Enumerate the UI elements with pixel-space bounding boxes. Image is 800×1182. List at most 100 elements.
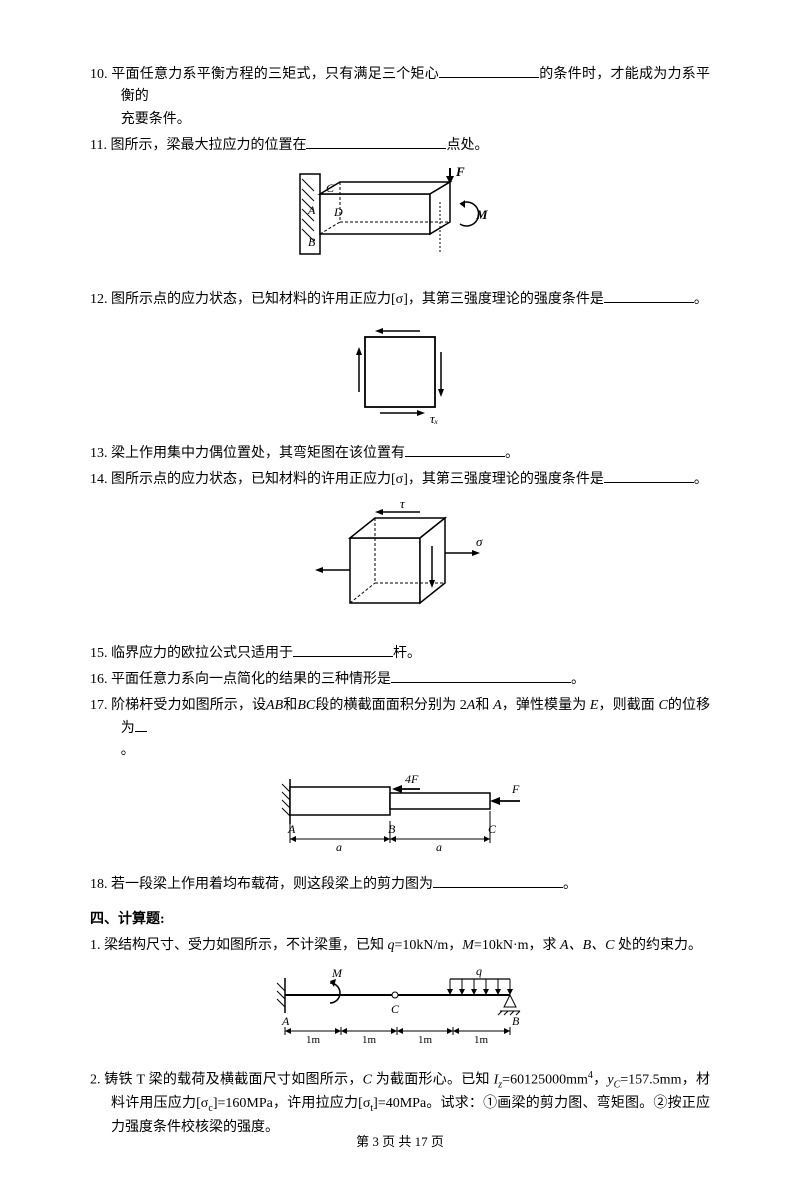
q17-AB: AB: [266, 698, 283, 713]
svg-text:τₓ: τₓ: [430, 411, 439, 426]
question-11: 11. 图所示，梁最大拉应力的位置在 点处。: [90, 134, 710, 157]
q17-text-6: ，则截面: [598, 698, 654, 713]
svg-text:F: F: [455, 164, 465, 179]
svg-text:C: C: [391, 1002, 400, 1016]
svg-text:D: D: [333, 205, 343, 219]
figure-17: 4F F A B C a a: [90, 769, 710, 867]
q16-blank-1: [391, 668, 571, 683]
p1-mval: =10kN·m，求: [474, 938, 560, 953]
svg-text:F: F: [511, 782, 520, 796]
q10-number: 10.: [90, 67, 108, 82]
p1-text-1: 梁结构尺寸、受力如图所示，不计梁重，已知: [104, 938, 388, 953]
p1-number: 1.: [90, 938, 101, 953]
question-14: 14. 图所示点的应力状态，已知材料的许用正应力[σ]，其第三强度理论的强度条件…: [90, 468, 710, 491]
p2-text-1: 铸铁 T 梁的载荷及横截面尺寸如图所示，: [104, 1072, 362, 1087]
p1-qval: =10kN/m，: [395, 938, 463, 953]
q12-text-1: 图所示点的应力状态，已知材料的许用正应力[σ]，其第三强度理论的强度条件是: [111, 292, 604, 307]
p2-number: 2.: [90, 1072, 101, 1087]
svg-text:B: B: [308, 235, 316, 249]
svg-text:A: A: [281, 1014, 290, 1028]
q15-blank-1: [293, 642, 393, 657]
svg-text:a: a: [336, 840, 342, 854]
q13-number: 13.: [90, 446, 108, 461]
q11-text-1: 图所示，梁最大拉应力的位置在: [110, 138, 306, 153]
q11-text-2: 点处。: [446, 138, 488, 153]
svg-text:B: B: [512, 1014, 520, 1028]
q18-text-1: 若一段梁上作用着均布载荷，则这段梁上的剪力图为: [111, 877, 433, 892]
q16-text-2: 。: [571, 672, 585, 687]
q13-text-2: 。: [505, 446, 519, 461]
question-13: 13. 梁上作用集中力偶位置处，其弯矩图在该位置有 。: [90, 442, 710, 465]
q11-blank-1: [306, 134, 446, 149]
q15-text-1: 临界应力的欧拉公式只适用于: [111, 646, 293, 661]
page-footer: 第 3 页 共 17 页: [0, 1132, 800, 1153]
question-15: 15. 临界应力的欧拉公式只适用于 杆。: [90, 642, 710, 665]
p2-C: C: [363, 1072, 372, 1087]
q12-text-2: 。: [694, 292, 708, 307]
p1-q: q: [388, 938, 395, 953]
q16-text-1: 平面任意力系向一点简化的结果的三种情形是: [111, 672, 391, 687]
figure-11: C D A B F M: [90, 164, 710, 282]
question-17: 17. 阶梯杆受力如图所示，设AB和BC段的横截面面积分别为 2A和 A，弹性模…: [90, 695, 710, 763]
q10-text-3: 充要条件。: [121, 112, 191, 127]
question-10: 10. 平面任意力系平衡方程的三矩式，只有满足三个矩心的条件时，才能成为力系平衡…: [90, 63, 710, 131]
figure-p1: M q A C B 1m 1m: [90, 963, 710, 1061]
q14-text-2: 。: [694, 472, 708, 487]
p1-ABC: A、B、C: [560, 938, 614, 953]
svg-text:τ: τ: [400, 498, 406, 511]
svg-text:a: a: [436, 840, 442, 854]
svg-text:4F: 4F: [405, 772, 419, 786]
svg-text:M: M: [331, 966, 343, 980]
figure-14: τ σ: [90, 498, 710, 636]
svg-text:1m: 1m: [306, 1034, 321, 1046]
q17-text-1: 阶梯杆受力如图所示，设: [111, 698, 266, 713]
problem-1: 1. 梁结构尺寸、受力如图所示，不计梁重，已知 q=10kN/m，M=10kN·…: [90, 935, 710, 957]
svg-text:C: C: [326, 181, 335, 195]
q17-blank-1: [135, 717, 147, 732]
p1-text-2: 处的约束力。: [614, 938, 702, 953]
q18-number: 18.: [90, 877, 108, 892]
figure-12: τₓ: [90, 317, 710, 435]
question-16: 16. 平面任意力系向一点简化的结果的三种情形是 。: [90, 668, 710, 691]
q13-text-1: 梁上作用集中力偶位置处，其弯矩图在该位置有: [111, 446, 405, 461]
q17-number: 17.: [90, 698, 108, 713]
p2-izval: =60125000mm: [502, 1072, 588, 1087]
q10-text-1: 平面任意力系平衡方程的三矩式，只有满足三个矩心: [111, 67, 439, 82]
p2-text-2: 为截面形心。已知: [372, 1072, 494, 1087]
svg-text:q: q: [476, 964, 482, 978]
q18-blank-1: [433, 873, 563, 888]
q17-text-5: ，弹性模量为: [502, 698, 587, 713]
q10-blank-1: [439, 63, 539, 78]
q16-number: 16.: [90, 672, 108, 687]
svg-text:A: A: [307, 203, 316, 217]
q12-number: 12.: [90, 292, 108, 307]
section-4-heading: 四、计算题:: [90, 909, 710, 931]
q12-blank-1: [604, 288, 694, 303]
svg-text:σ: σ: [476, 534, 483, 549]
page-container: 10. 平面任意力系平衡方程的三矩式，只有满足三个矩心的条件时，才能成为力系平衡…: [0, 0, 800, 1182]
q17-text-3: 段的横截面面积分别为 2: [315, 698, 467, 713]
problem-2: 2. 铸铁 T 梁的载荷及横截面尺寸如图所示，C 为截面形心。已知 Iz=601…: [90, 1068, 710, 1140]
q17-text-4: 和: [475, 698, 489, 713]
svg-text:M: M: [475, 207, 488, 222]
question-18: 18. 若一段梁上作用着均布载荷，则这段梁上的剪力图为 。: [90, 873, 710, 896]
q11-number: 11.: [90, 138, 107, 153]
q17-A2: A: [493, 698, 502, 713]
q14-text-1: 图所示点的应力状态，已知材料的许用正应力[σ]，其第三强度理论的强度条件是: [111, 472, 604, 487]
q13-blank-1: [405, 442, 505, 457]
q17-C: C: [658, 698, 667, 713]
svg-text:C: C: [488, 822, 497, 836]
q17-text-2: 和: [283, 698, 297, 713]
svg-text:B: B: [388, 822, 396, 836]
question-12: 12. 图所示点的应力状态，已知材料的许用正应力[σ]，其第三强度理论的强度条件…: [90, 288, 710, 311]
svg-text:1m: 1m: [474, 1034, 489, 1046]
q18-text-2: 。: [563, 877, 577, 892]
q14-blank-1: [604, 468, 694, 483]
q15-number: 15.: [90, 646, 108, 661]
p1-M: M: [462, 938, 474, 953]
p2-comma: ，: [593, 1072, 608, 1087]
q15-text-2: 杆。: [393, 646, 421, 661]
svg-text:1m: 1m: [362, 1034, 377, 1046]
svg-text:1m: 1m: [418, 1034, 433, 1046]
q14-number: 14.: [90, 472, 108, 487]
